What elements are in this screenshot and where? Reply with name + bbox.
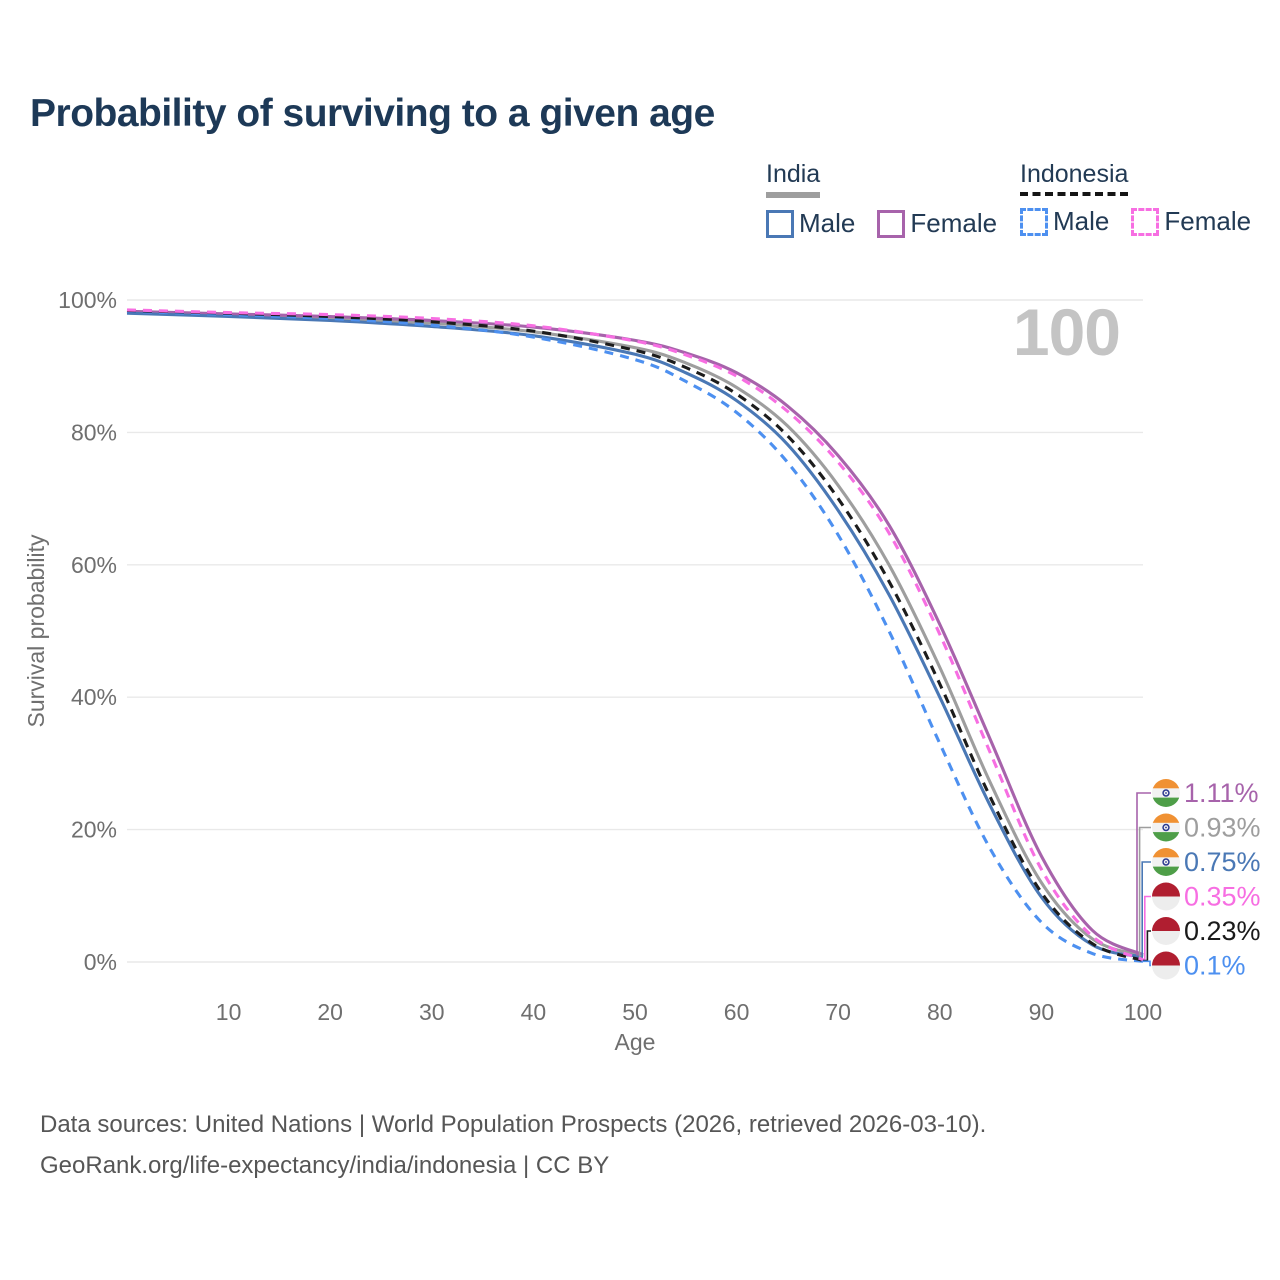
x-tick-label-10: 10 (216, 999, 242, 1025)
end-label-india-female: 1.11% (1184, 778, 1259, 808)
end-label-indonesia-female: 0.35% (1184, 882, 1261, 912)
x-tick-label-20: 20 (317, 999, 343, 1025)
end-label-india-male: 0.75% (1184, 847, 1261, 877)
x-tick-label-80: 80 (927, 999, 953, 1025)
legend-item-indonesia-male[interactable]: Male (1020, 206, 1109, 237)
end-label-indonesia-total: 0.23% (1184, 916, 1261, 946)
footer-source-line: Data sources: United Nations | World Pop… (40, 1111, 987, 1138)
x-tick-label-30: 30 (419, 999, 445, 1025)
series-line-india-female[interactable] (126, 309, 1144, 957)
end-connector-india-male (1141, 861, 1151, 958)
x-tick-label-40: 40 (521, 999, 547, 1025)
survival-chart: 0% 20% 40% 60% 80% 100% 10 20 30 40 50 60 70 80 90 100 A… (23, 287, 1261, 1055)
y-tick-label-60: 60% (71, 552, 117, 578)
flag-icon-in (1152, 848, 1180, 876)
legend-swatch-indonesia-female-icon (1131, 207, 1160, 236)
legend-header-indonesia[interactable]: Indonesia (1020, 160, 1129, 196)
legend-item-indonesia-female[interactable]: Female (1131, 206, 1251, 237)
legend-item-india-male[interactable]: Male (766, 208, 855, 239)
footer-link-line: GeoRank.org/life-expectancy/india/indone… (40, 1152, 610, 1179)
footer: Data sources: United Nations | World Pop… (40, 1104, 986, 1186)
end-connector-india-total (1138, 826, 1151, 957)
flag-icon-in (1152, 813, 1180, 842)
y-axis-title: Survival probability (23, 534, 49, 728)
x-tick-label-60: 60 (724, 999, 750, 1025)
series-line-india-male[interactable] (126, 311, 1144, 959)
x-tick-label-50: 50 (622, 999, 648, 1025)
legend-label-india-male: Male (799, 208, 856, 238)
legend-swatch-indonesia-male-icon (1020, 207, 1048, 236)
legend-group-india: India Male Female (766, 160, 997, 239)
legend-label-india-female: Female (910, 208, 998, 238)
legend-label-indonesia-female: Female (1164, 206, 1252, 236)
series-line-india-total[interactable] (126, 310, 1144, 958)
legend-item-india-female[interactable]: Female (877, 208, 997, 239)
legend-swatch-india-female-icon (877, 209, 906, 238)
x-tick-label-70: 70 (825, 999, 851, 1025)
legend-header-india[interactable]: India (766, 160, 821, 198)
x-axis-title: Age (615, 1029, 656, 1055)
end-connector-indonesia-male (1143, 960, 1151, 967)
end-label-india-total: 0.93% (1184, 813, 1261, 843)
y-tick-label-40: 40% (71, 684, 117, 710)
y-tick-label-0: 0% (84, 949, 117, 975)
legend-swatch-india-male-icon (766, 209, 794, 238)
x-tick-label-100: 100 (1124, 999, 1162, 1025)
flag-icon-id (1152, 917, 1180, 945)
flag-icon-in (1152, 779, 1180, 807)
y-tick-label-80: 80% (71, 419, 117, 445)
y-tick-label-20: 20% (71, 817, 117, 843)
y-tick-label-100: 100% (58, 287, 117, 313)
chart-title: Probability of surviving to a given age (30, 92, 715, 135)
flag-icon-id (1152, 951, 1180, 980)
series-line-indonesia-total[interactable] (126, 309, 1144, 962)
end-label-indonesia-male: 0.1% (1184, 951, 1246, 981)
age-watermark: 100 (1012, 295, 1121, 369)
legend-label-indonesia-male: Male (1053, 206, 1110, 236)
series-line-indonesia-female[interactable] (126, 308, 1144, 962)
x-tick-label-90: 90 (1029, 999, 1055, 1025)
series-line-indonesia-male[interactable] (126, 309, 1144, 963)
flag-icon-id (1152, 882, 1180, 911)
legend-group-indonesia: Indonesia Male Female (1020, 160, 1251, 237)
